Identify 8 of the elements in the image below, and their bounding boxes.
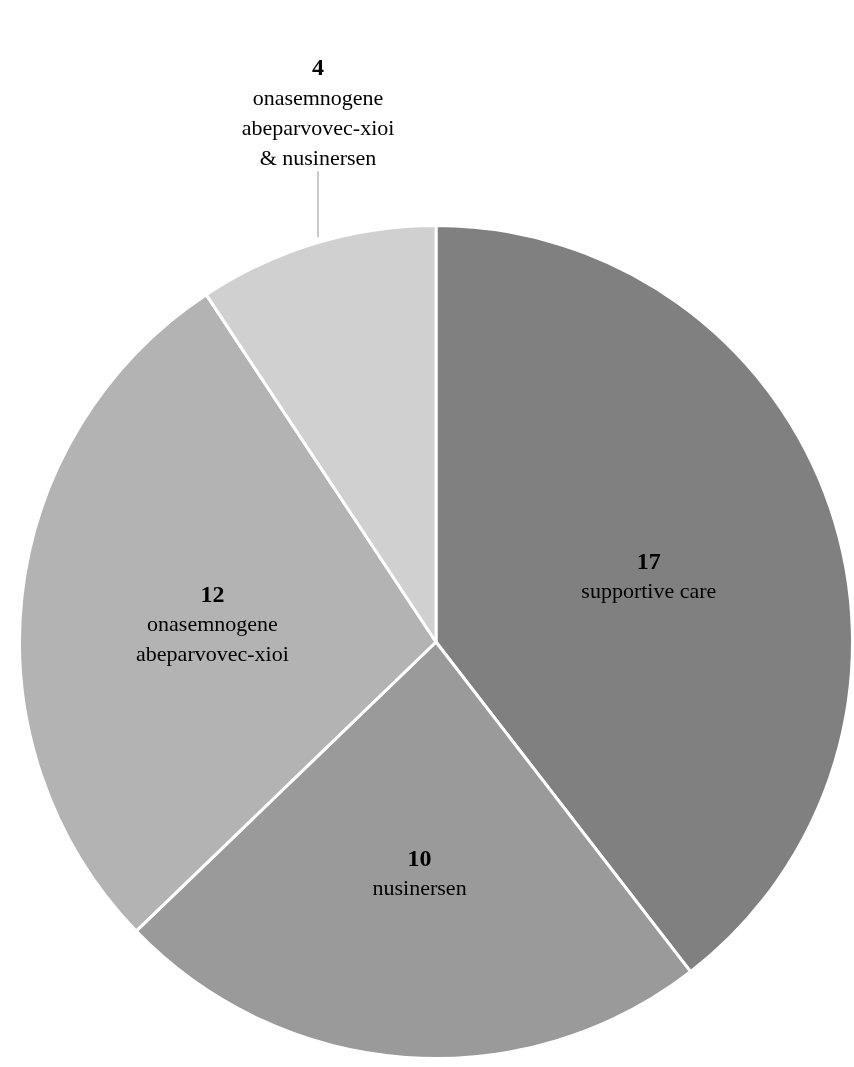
data-label: 12 [200, 580, 225, 607]
slice-label: onasemnogene abeparvovec-xioi & nusinersen [241, 84, 395, 170]
slice-label: nusinersen [372, 875, 467, 901]
slice-label: onasemnogene abeparvovec-xioi [136, 611, 289, 667]
slice-label: supportive care [581, 578, 717, 604]
data-label: 4 [312, 54, 325, 81]
data-label: 17 [636, 547, 661, 574]
data-label: 10 [407, 844, 432, 871]
